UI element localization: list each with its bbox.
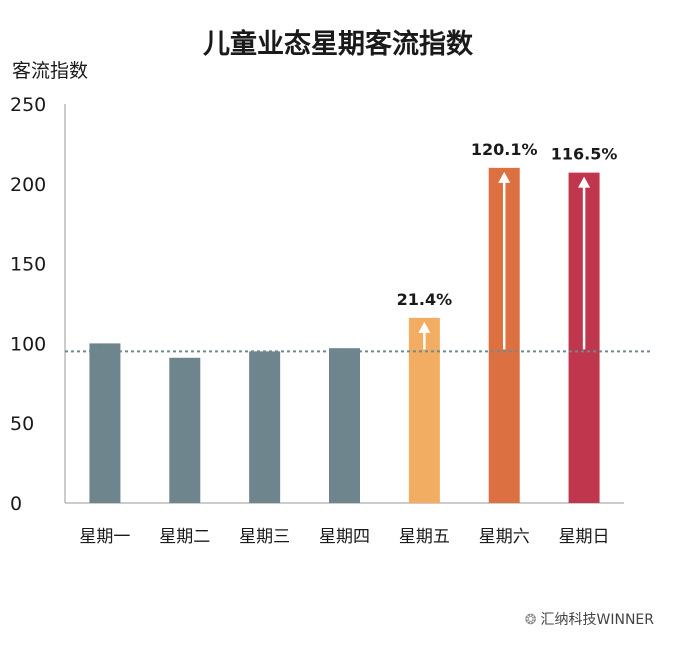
- wechat-icon: ❂: [524, 612, 537, 628]
- y-tick-label: 250: [10, 94, 46, 116]
- x-tick-label: 星期六: [479, 527, 530, 547]
- y-tick-label: 200: [10, 174, 46, 196]
- y-tick-label: 50: [10, 413, 34, 435]
- watermark: ❂ 汇纳科技WINNER: [525, 609, 654, 629]
- bar-3: [249, 351, 281, 503]
- arrow-head: [418, 321, 431, 333]
- bar-2: [169, 357, 201, 503]
- y-tick-label: 150: [10, 254, 46, 276]
- x-tick-label: 星期五: [399, 527, 450, 547]
- y-tick-label: 100: [10, 333, 46, 355]
- bar-1: [89, 343, 121, 503]
- x-axis-ticks: 星期一 星期二 星期三 星期四 星期五 星期六 星期日: [79, 527, 609, 547]
- watermark-label: 汇纳科技WINNER: [540, 612, 655, 628]
- y-tick-label: 0: [10, 493, 22, 515]
- x-tick-label: 星期四: [319, 527, 370, 547]
- annotation-label: 116.5%: [551, 145, 618, 164]
- annotation-label: 21.4%: [397, 290, 453, 309]
- y-axis-label: 客流指数: [12, 60, 89, 82]
- arrow-head: [498, 171, 511, 183]
- y-axis-ticks: 0 50 100 150 200 250: [10, 94, 46, 515]
- bars: [89, 167, 600, 504]
- x-tick-label: 星期日: [559, 527, 610, 547]
- chart-title: 儿童业态星期客流指数: [203, 29, 473, 60]
- growth-arrows: [418, 171, 591, 350]
- x-tick-label: 星期三: [239, 527, 290, 547]
- x-tick-label: 星期二: [159, 527, 210, 547]
- x-tick-label: 星期一: [79, 527, 130, 547]
- arrow-head: [578, 176, 591, 188]
- bar-annotations: 21.4% 120.1% 116.5%: [397, 140, 618, 309]
- bar-4: [329, 348, 360, 503]
- annotation-label: 120.1%: [471, 140, 538, 159]
